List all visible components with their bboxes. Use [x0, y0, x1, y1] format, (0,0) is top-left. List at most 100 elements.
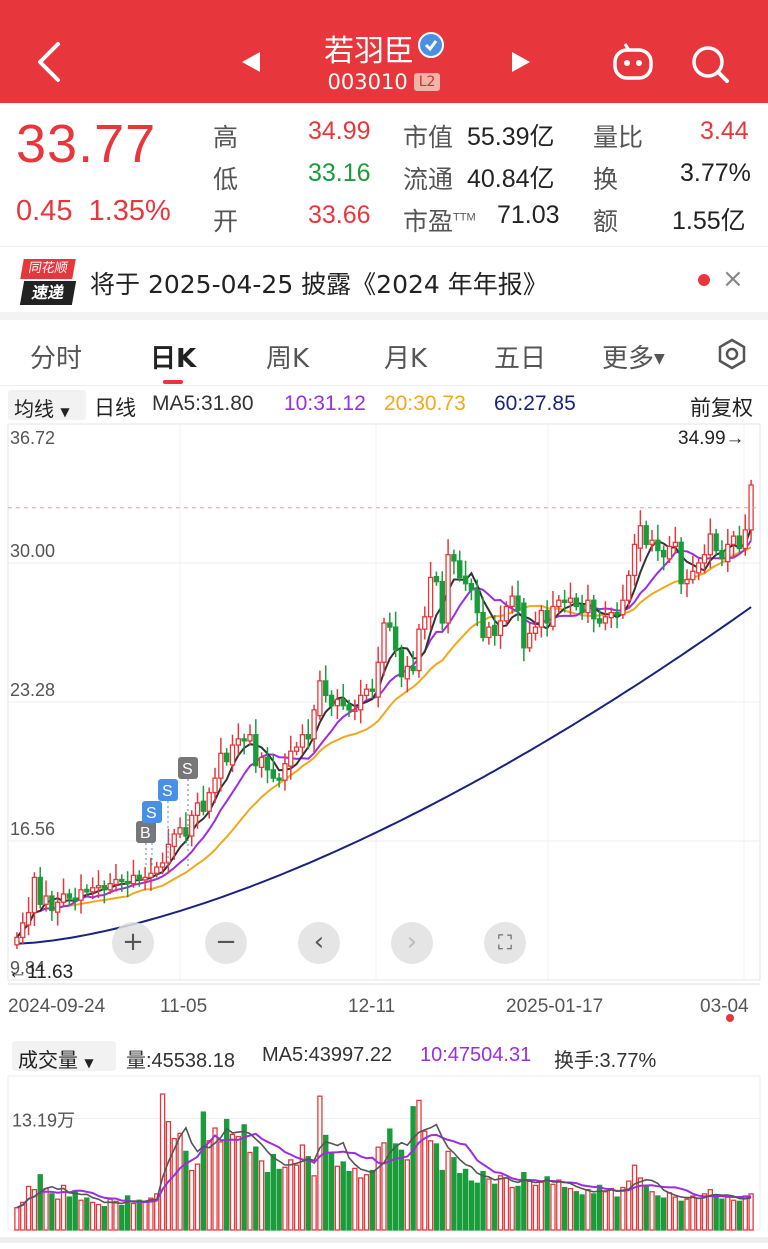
caret-down-icon: ▼ — [84, 1056, 94, 1070]
volume-bar — [89, 1201, 96, 1231]
volume-bar — [95, 1203, 102, 1231]
volume-bar — [288, 1159, 294, 1231]
candle-body — [334, 698, 341, 707]
candle-body — [701, 554, 708, 564]
volume-bar — [25, 1185, 32, 1231]
candle-body — [264, 756, 271, 771]
tab-more[interactable]: 更多▼ — [602, 338, 665, 375]
mcap-value: 55.39亿 — [467, 123, 555, 151]
candle-body — [288, 750, 294, 767]
candle-body — [655, 539, 661, 552]
candle-body — [398, 649, 405, 678]
prev-stock-icon[interactable] — [240, 50, 262, 74]
announcement-text[interactable]: 将于 2025-04-25 披露《2024 年年报》 — [90, 270, 548, 299]
candle-body — [84, 888, 90, 893]
scroll-left-button[interactable]: ‹ — [298, 922, 340, 964]
tab-intraday[interactable]: 分时 — [30, 344, 83, 374]
fullscreen-button[interactable]: ⛶ — [484, 922, 526, 964]
volume-bar — [148, 1197, 154, 1231]
open-label: 开 — [213, 208, 239, 236]
search-icon[interactable] — [690, 44, 730, 84]
next-stock-icon[interactable] — [510, 50, 532, 74]
volume-bar — [730, 1199, 737, 1231]
announcement-banner[interactable]: 同花顺 速递 将于 2025-04-25 披露《2024 年年报》 — [0, 246, 768, 320]
zoom-in-button[interactable]: + — [112, 922, 154, 964]
candle-body — [725, 543, 731, 563]
volume-bar — [183, 1150, 189, 1231]
volume-bar — [433, 1143, 440, 1231]
settings-icon[interactable] — [716, 338, 748, 370]
volume-bar — [556, 1179, 562, 1231]
y-tick-label: 30.00 — [10, 541, 55, 561]
candle-body — [608, 611, 614, 619]
zoom-out-button[interactable]: − — [205, 922, 247, 964]
volume-amount: 量:45538.18 — [126, 1050, 235, 1072]
verified-icon — [418, 32, 444, 58]
tab-five-day[interactable]: 五日 — [494, 344, 547, 374]
candle-body — [235, 738, 242, 746]
candle-body — [404, 665, 410, 680]
candle-body — [14, 936, 20, 946]
candle-body — [375, 661, 381, 698]
volume-indicator-select[interactable]: 成交量 ▼ — [12, 1041, 116, 1072]
volume-bar — [159, 1093, 166, 1231]
candle-body — [422, 616, 428, 630]
candle-body — [637, 525, 644, 549]
candle-body — [486, 626, 492, 639]
x-tick-label: 2025-01-17 — [506, 996, 603, 1017]
volume-bar — [14, 1207, 20, 1231]
close-icon[interactable]: × — [722, 264, 744, 294]
volume-turnover: 换手:3.77% — [554, 1050, 657, 1072]
candle-body — [713, 533, 719, 552]
candle-body — [416, 628, 422, 672]
volume-bar — [492, 1183, 498, 1231]
amount-label: 额 — [593, 208, 619, 236]
volume-bar — [229, 1133, 236, 1231]
candle-body — [101, 885, 108, 891]
candle-body — [591, 599, 597, 620]
change-amount: 0.45 — [16, 195, 73, 227]
candle-body — [474, 589, 480, 614]
level-badge[interactable]: L2 — [413, 73, 441, 91]
mcap-label: 市值 — [403, 124, 454, 152]
low-value: 33.16 — [308, 159, 371, 187]
robot-icon[interactable] — [611, 42, 655, 82]
candle-body — [317, 680, 323, 717]
volume-bar — [60, 1184, 67, 1231]
candle-body — [124, 880, 131, 885]
candle-body — [241, 738, 247, 742]
indicator-select[interactable]: 均线 ▼ — [8, 390, 86, 421]
trade-marker-label: S — [146, 805, 157, 822]
candle-body — [340, 698, 346, 707]
volume-bar — [241, 1124, 247, 1231]
candle-body — [585, 599, 591, 614]
adjust-select[interactable]: 前复权 — [690, 397, 753, 420]
volume-bar — [206, 1140, 212, 1231]
candle-body — [468, 583, 475, 591]
volume-bar — [78, 1199, 84, 1231]
tab-weekly-k[interactable]: 周K — [266, 344, 310, 374]
candle-body — [626, 574, 632, 601]
candle-body — [526, 632, 533, 649]
volume-bar — [317, 1095, 323, 1231]
volume-bar — [445, 1150, 451, 1231]
candle-body — [130, 874, 137, 885]
candle-body — [427, 576, 434, 618]
volume-bar — [55, 1198, 61, 1231]
candle-body — [573, 597, 579, 608]
volume-bar — [398, 1149, 405, 1231]
scroll-right-button[interactable]: › — [391, 922, 433, 964]
back-icon[interactable] — [30, 38, 70, 86]
candle-body — [37, 876, 43, 905]
caret-down-icon: ▼ — [654, 351, 665, 367]
volume-bar — [585, 1188, 591, 1231]
x-tick-label: 2024-09-24 — [8, 996, 106, 1017]
tab-monthly-k[interactable]: 月K — [384, 344, 428, 374]
tab-daily-k[interactable]: 日K — [150, 344, 197, 374]
volume-bar — [253, 1146, 259, 1231]
candle-body — [299, 734, 306, 748]
volume-bar — [497, 1175, 504, 1231]
candle-body — [31, 876, 38, 914]
candle-body — [247, 734, 253, 742]
